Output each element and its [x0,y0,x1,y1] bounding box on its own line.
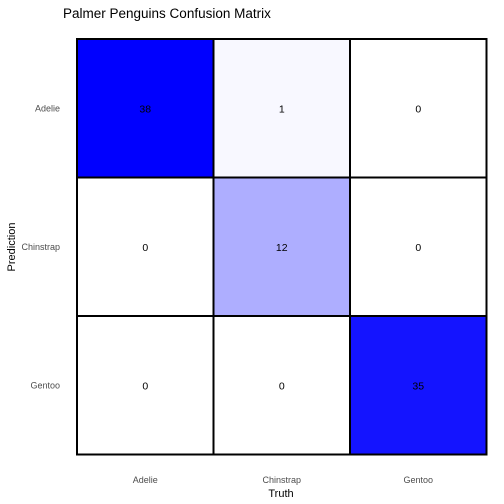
heatmap-cell [76,315,215,456]
x-axis-ticks: Adelie Chinstrap Gentoo [133,475,433,485]
cell-value-label: 0 [415,103,421,115]
heatmap-cell [212,38,351,179]
chart-title: Palmer Penguins Confusion Matrix [63,6,271,21]
heatmap-cell [76,176,215,317]
heatmap-cell [349,315,488,456]
cell-value-label: 12 [276,242,288,254]
cell-value-label: 38 [139,103,151,115]
heatmap-cell [349,176,488,317]
x-tick-label: Adelie [133,475,158,485]
cell-value-label: 0 [279,380,285,392]
cell-value-label: 0 [142,242,148,254]
heatmap-cell [349,38,488,179]
y-axis-title: Prediction [6,223,18,272]
x-tick-label: Gentoo [403,475,433,485]
x-axis-title: Truth [268,488,293,500]
heatmap-cell [212,315,351,456]
cell-value-label: 0 [142,380,148,392]
y-tick-label: Gentoo [30,380,60,390]
y-tick-label: Chinstrap [21,242,60,252]
cell-value-label: 35 [412,380,424,392]
y-tick-label: Adelie [35,103,60,113]
y-axis-ticks: Adelie Chinstrap Gentoo [21,103,60,390]
cell-value-label: 0 [415,242,421,254]
heatmap-cell [76,38,215,179]
x-tick-label: Chinstrap [262,475,301,485]
heatmap-cells: 38 1 0 0 12 0 0 0 35 [76,38,488,456]
cell-value-label: 1 [279,103,285,115]
